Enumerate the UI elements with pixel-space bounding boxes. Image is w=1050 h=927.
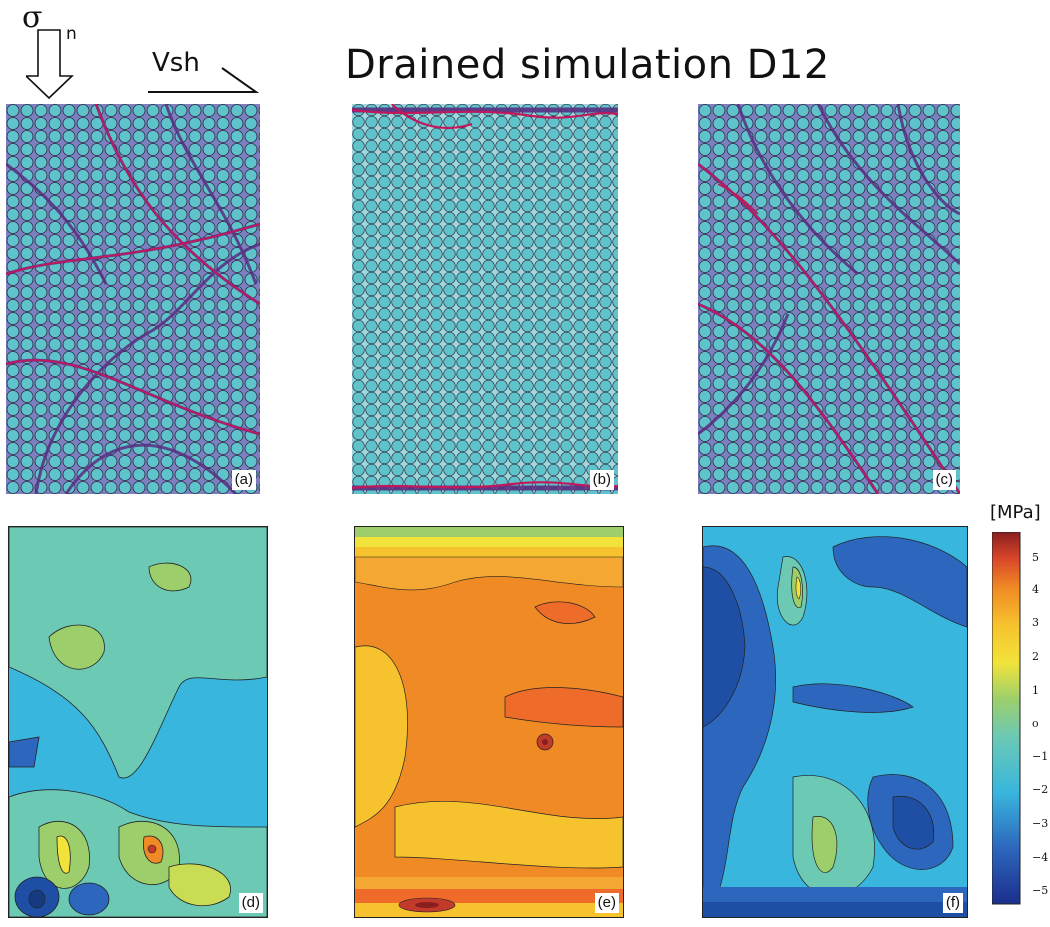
stress-contour-panel-d: (d) <box>8 526 268 918</box>
colorbar-tick-0: o <box>1032 717 1039 730</box>
particle-image-c <box>698 104 960 494</box>
particle-panel-b: (b) <box>352 104 618 494</box>
colorbar-tick-3: 3 <box>1032 616 1039 629</box>
stress-contour-e <box>355 527 623 917</box>
shear-velocity-label: Vsh <box>152 48 200 78</box>
stress-contour-d <box>9 527 267 917</box>
shear-direction-arrow-icon <box>148 67 260 93</box>
sigma-label: σ <box>22 0 43 35</box>
particle-image-a <box>6 104 260 494</box>
panel-label-e: (e) <box>594 893 619 913</box>
colorbar-tick-minus5: −5 <box>1032 884 1049 897</box>
panel-label-a: (a) <box>231 470 256 490</box>
panel-label-f: (f) <box>942 893 963 913</box>
colorbar <box>992 532 1021 905</box>
figure-title: Drained simulation D12 <box>345 42 830 88</box>
colorbar-tick-1: 1 <box>1032 684 1039 697</box>
panel-label-c: (c) <box>932 470 956 490</box>
normal-stress-arrow-icon <box>26 29 74 100</box>
particle-panel-a: (a) <box>6 104 260 494</box>
stress-contour-panel-f: (f) <box>702 526 968 918</box>
particle-image-b <box>352 104 618 494</box>
colorbar-tick-5: 5 <box>1032 551 1039 564</box>
colorbar-tick-2: 2 <box>1032 650 1039 663</box>
stress-contour-f <box>703 527 967 917</box>
colorbar-tick-minus2: −2 <box>1032 783 1049 796</box>
colorbar-tick-minus1: −1 <box>1032 750 1049 763</box>
particle-panel-c: (c) <box>698 104 960 494</box>
panel-label-d: (d) <box>238 893 263 913</box>
stress-contour-panel-e: (e) <box>354 526 624 918</box>
colorbar-tick-minus3: −3 <box>1032 817 1049 830</box>
colorbar-unit: [MPa] <box>990 502 1041 523</box>
colorbar-tick-4: 4 <box>1032 583 1039 596</box>
sigma-subscript: n <box>66 24 77 44</box>
panel-label-b: (b) <box>589 470 614 490</box>
colorbar-tick-minus4: −4 <box>1032 851 1049 864</box>
